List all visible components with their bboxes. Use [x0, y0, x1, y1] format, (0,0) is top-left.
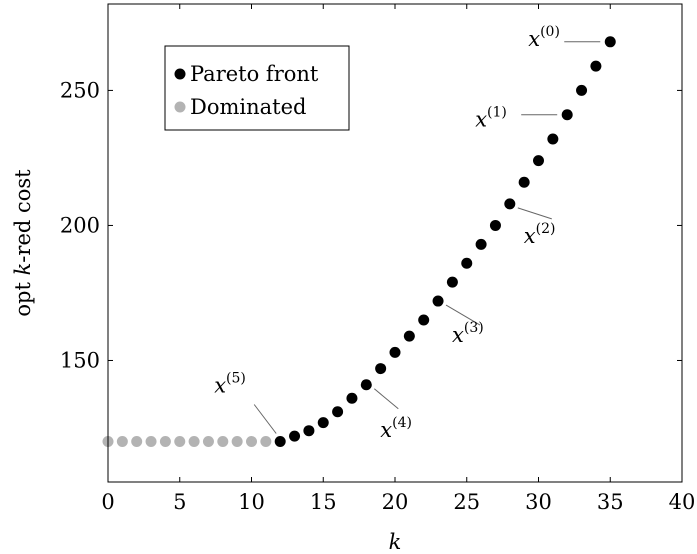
legend: Pareto front Dominated [164, 45, 350, 131]
pareto-point [346, 392, 358, 404]
annotation-label-base: x [452, 323, 464, 347]
pareto-point [432, 295, 444, 307]
pareto-point [303, 425, 315, 437]
legend-label-pareto: Pareto front [190, 62, 319, 86]
dominated-point [131, 435, 143, 447]
x-tick-label: 35 [597, 490, 624, 514]
annotation-label-base: x [475, 108, 487, 132]
annotation-leader-line [253, 404, 277, 434]
annotation-leader-line [517, 207, 552, 220]
pareto-point [332, 406, 344, 418]
dominated-point [188, 435, 200, 447]
pareto-point [389, 346, 401, 358]
pareto-point [461, 257, 473, 269]
y-tick-label: 150 [60, 348, 100, 372]
annotation-label-superscript: (4) [392, 415, 412, 431]
pareto-point [504, 198, 516, 210]
x-tick-label: 20 [382, 490, 409, 514]
legend-box [164, 45, 350, 131]
annotation-leader-line [373, 388, 399, 410]
dominated-point [217, 435, 229, 447]
annotation-label: x(2) [524, 221, 556, 248]
dominated-point [174, 435, 186, 447]
x-tick-label: 5 [173, 490, 186, 514]
dominated-point [246, 435, 257, 447]
annotation-label-superscript: (0) [540, 24, 560, 40]
pareto-point [289, 430, 301, 442]
legend-marker-pareto [174, 68, 186, 80]
pareto-point [576, 84, 588, 96]
dominated-point [231, 435, 243, 447]
dominated-point [116, 435, 128, 447]
pareto-point [590, 60, 602, 72]
annotation-label-superscript: (1) [487, 105, 507, 121]
pareto-point [317, 417, 329, 429]
x-tick-label: 10 [238, 490, 265, 514]
plot-frame [107, 3, 683, 483]
x-tick-label: 25 [453, 490, 480, 514]
pareto-point [533, 155, 544, 167]
pareto-point [418, 314, 430, 326]
annotation-label-superscript: (5) [226, 370, 246, 386]
annotation-label-base: x [524, 224, 536, 248]
annotation-label-superscript: (3) [464, 320, 484, 336]
y-axis-label-prefix: opt [11, 275, 35, 316]
y-tick-label: 250 [60, 78, 100, 102]
x-tick-label: 30 [525, 490, 552, 514]
pareto-point [518, 176, 530, 188]
pareto-point [561, 109, 573, 121]
y-axis-label-var: k [11, 263, 35, 276]
dominated-point [145, 435, 157, 447]
pareto-point [489, 219, 501, 231]
dominated-point [202, 435, 214, 447]
pareto-point [446, 276, 458, 288]
y-axis-label-suffix: -red cost [11, 169, 35, 263]
annotation-label: x(4) [380, 415, 412, 442]
legend-marker-dominated [174, 101, 186, 113]
annotations: x(0)x(1)x(2)x(3)x(4)x(5) [214, 24, 601, 442]
annotation-label: x(0) [528, 24, 560, 51]
annotation-label: x(1) [475, 105, 507, 132]
axis-ticks: 0 5 10 15 20 25 30 35 40 150 200 250 [60, 4, 695, 514]
annotation-label-base: x [528, 27, 540, 51]
annotation-label-base: x [214, 373, 226, 397]
annotation-label: x(5) [214, 370, 246, 397]
data-points [102, 36, 616, 447]
pareto-point [475, 238, 487, 250]
pareto-point [403, 330, 415, 342]
annotation-label-superscript: (2) [536, 221, 556, 237]
dominated-point [260, 435, 272, 447]
pareto-point [375, 363, 387, 375]
annotation-label-base: x [380, 418, 392, 442]
x-tick-label: 15 [310, 490, 337, 514]
x-tick-label: 0 [101, 490, 114, 514]
x-tick-label: 40 [669, 490, 696, 514]
y-axis-label: opt k-red cost [11, 169, 35, 317]
annotation-label: x(3) [452, 320, 484, 347]
annotation-leader-line [445, 304, 481, 326]
pareto-point [604, 36, 616, 48]
pareto-point [274, 435, 286, 447]
y-tick-label: 200 [60, 213, 100, 237]
x-axis-label: k [389, 530, 402, 554]
pareto-point [547, 133, 559, 145]
legend-label-dominated: Dominated [190, 95, 306, 119]
pareto-point [360, 379, 372, 391]
dominated-point [159, 435, 171, 447]
